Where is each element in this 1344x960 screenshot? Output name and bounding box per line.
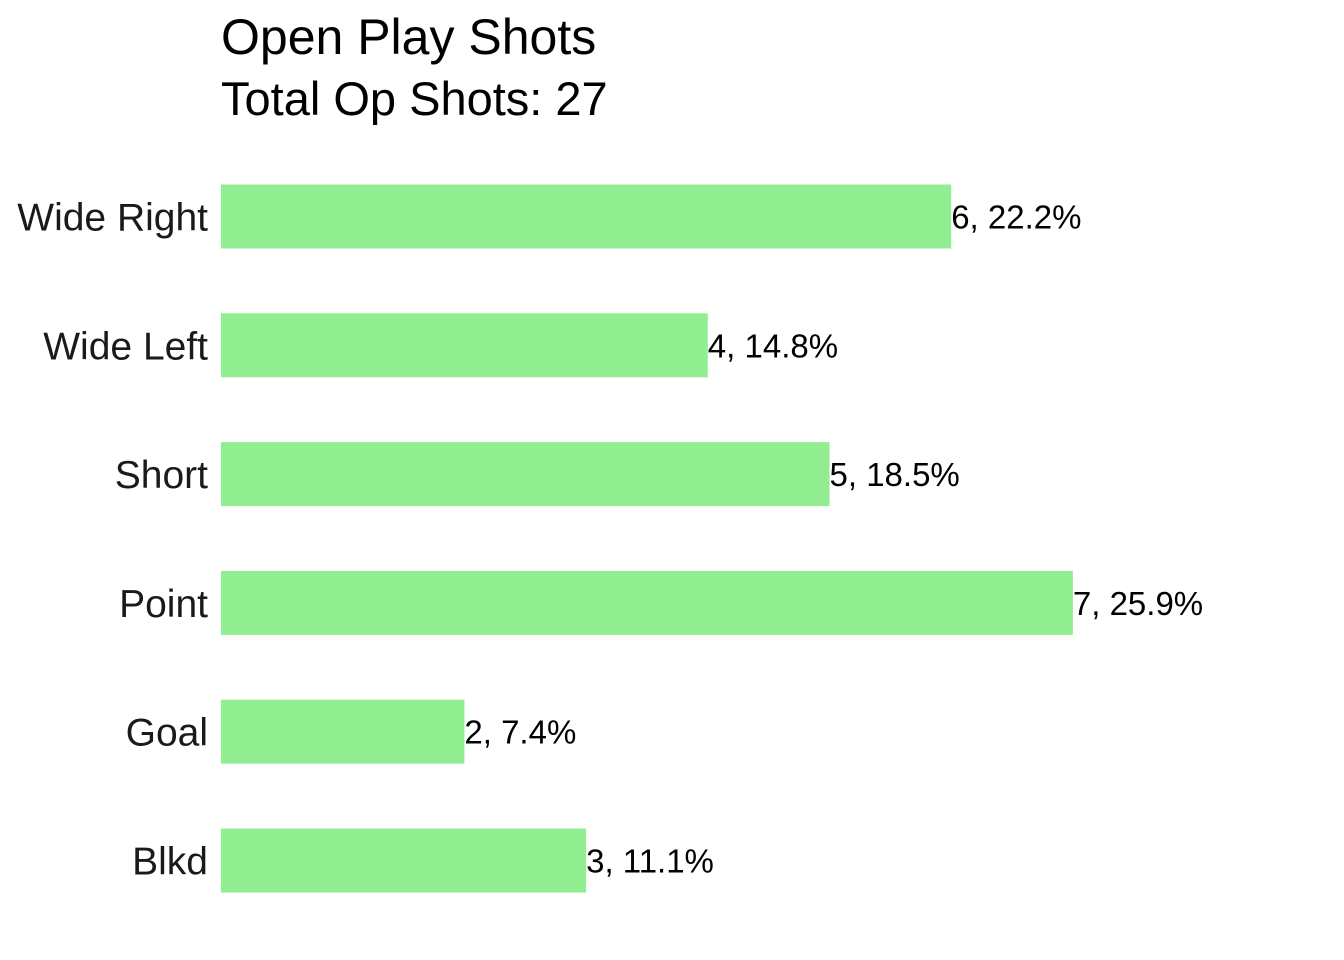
- bar-wide-left: [221, 313, 708, 378]
- bar-short: [221, 442, 830, 507]
- bar-blkd: [221, 828, 587, 893]
- chart-title: Open Play Shots: [221, 9, 597, 65]
- y-tick-label: Wide Left: [43, 325, 208, 368]
- chart-subtitle: Total Op Shots: 27: [221, 72, 608, 125]
- data-label: 4, 14.8%: [708, 327, 838, 364]
- data-label: 6, 22.2%: [951, 199, 1081, 236]
- y-tick-label: Blkd: [132, 841, 208, 884]
- y-tick-label: Point: [119, 583, 208, 626]
- y-tick-label: Goal: [126, 712, 208, 755]
- data-label: 5, 18.5%: [830, 456, 960, 493]
- y-tick-label: Wide Right: [17, 197, 208, 240]
- data-label: 2, 7.4%: [464, 714, 576, 751]
- y-tick-label: Short: [115, 454, 208, 497]
- bar-wide-right: [221, 184, 952, 249]
- bar-goal: [221, 699, 465, 764]
- bar-point: [221, 570, 1073, 635]
- data-label: 3, 11.1%: [586, 843, 714, 880]
- data-label: 7, 25.9%: [1073, 585, 1203, 622]
